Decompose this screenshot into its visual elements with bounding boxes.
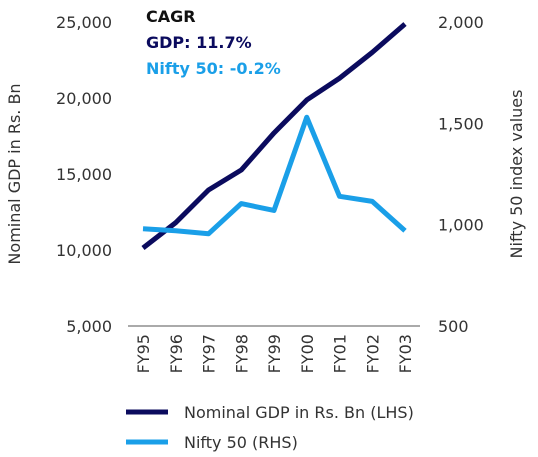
line xyxy=(142,114,407,237)
x-tick-label: FY98 xyxy=(232,334,251,373)
x-tick-label: FY02 xyxy=(363,334,382,373)
y-tick-label: 20,000 xyxy=(56,89,112,108)
y2-axis-label: Nifty 50 index values xyxy=(507,90,526,259)
y-tick-label: 10,000 xyxy=(56,241,112,260)
legend-label: Nifty 50 (RHS) xyxy=(184,433,298,452)
y2-tick-label: 500 xyxy=(438,317,469,336)
x-tick-label: FY96 xyxy=(167,334,186,373)
x-tick-label: FY01 xyxy=(331,334,350,373)
y-tick-label: 15,000 xyxy=(56,165,112,184)
x-tick-label: FY99 xyxy=(265,334,284,373)
x-tick-label: FY00 xyxy=(298,334,317,373)
annotation: GDP: 11.7% xyxy=(146,33,252,52)
annotation: CAGR xyxy=(146,7,196,26)
y-axis-label: Nominal GDP in Rs. Bn xyxy=(5,83,24,264)
x-tick-label: FY03 xyxy=(396,334,415,373)
x-tick-label: FY95 xyxy=(134,334,153,373)
legend-label: Nominal GDP in Rs. Bn (LHS) xyxy=(184,403,414,422)
annotation: Nifty 50: -0.2% xyxy=(146,59,281,78)
y2-tick-label: 1,000 xyxy=(438,216,484,235)
y-tick-label: 25,000 xyxy=(56,13,112,32)
y2-tick-label: 2,000 xyxy=(438,13,484,32)
x-tick-label: FY97 xyxy=(200,334,219,373)
line xyxy=(141,22,407,250)
y-tick-label: 5,000 xyxy=(66,317,112,336)
y2-tick-label: 1,500 xyxy=(438,114,484,133)
